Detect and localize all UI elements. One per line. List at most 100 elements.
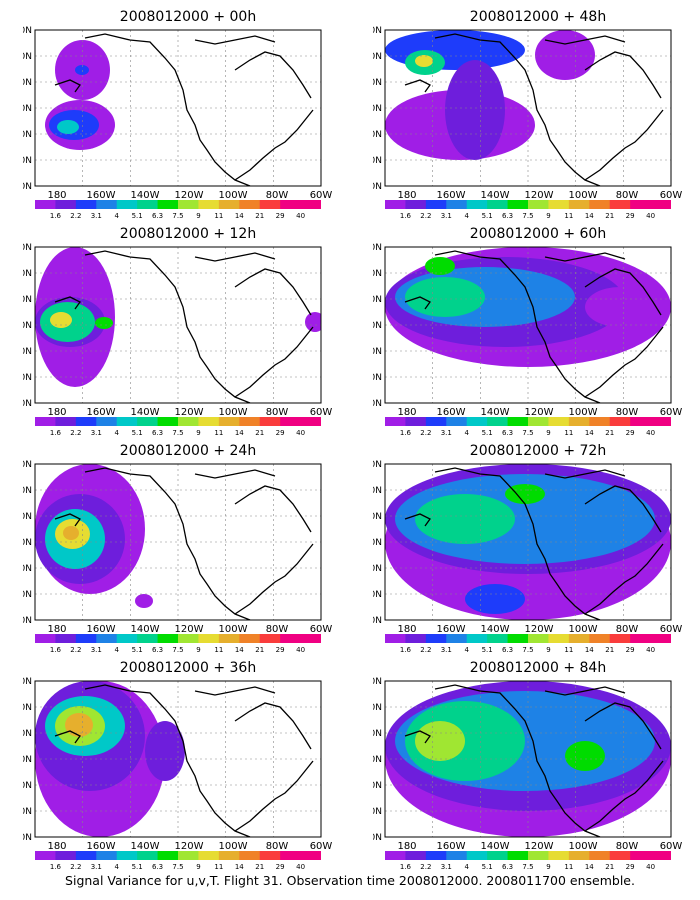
lon-tick-label: 140W — [131, 841, 160, 852]
colorbar-label: 7.5 — [522, 863, 533, 871]
field-contour — [415, 55, 433, 67]
colorbar-swatch — [568, 634, 590, 643]
lat-tick-label: 20N — [373, 156, 382, 166]
colorbar-swatch — [589, 634, 611, 643]
colorbar-label: 40 — [296, 863, 305, 871]
colorbar-swatch — [425, 417, 447, 426]
lon-tick-label: 100W — [219, 190, 248, 201]
colorbar: 1.6 2.2 3.1 4 5.1 6.3 7.5 9 11 14 21 29 40 — [385, 634, 671, 654]
lat-tick-label: 70N — [373, 243, 382, 253]
lat-tick-label: 40N — [23, 538, 32, 548]
lat-tick-label: 50N — [373, 78, 382, 88]
lon-tick-label: 140W — [481, 190, 510, 201]
colorbar-swatch — [259, 417, 281, 426]
colorbar-swatch — [178, 634, 199, 643]
lon-tick-label: 140W — [131, 407, 160, 418]
lon-tick-label: 160W — [437, 407, 466, 418]
colorbar-swatch — [116, 634, 138, 643]
colorbar-label: 4 — [464, 863, 469, 871]
colorbar-swatch — [178, 851, 199, 860]
colorbar-swatch — [35, 851, 56, 860]
lon-tick-label: 80W — [616, 624, 639, 635]
colorbar-swatch — [198, 417, 220, 426]
colorbar-label: 11 — [564, 212, 573, 220]
colorbar-label: 4 — [114, 646, 119, 654]
colorbar-label: 40 — [646, 646, 655, 654]
field-contour — [415, 494, 515, 544]
colorbar-swatch — [568, 417, 590, 426]
colorbar-swatch — [568, 200, 590, 209]
colorbar-swatch — [507, 200, 529, 209]
lat-tick-label: 60N — [373, 52, 382, 62]
colorbar-label: 2.2 — [70, 429, 81, 437]
colorbar-label: 3.1 — [91, 429, 102, 437]
colorbar-label: 21 — [255, 863, 264, 871]
colorbar-label: 1.6 — [400, 863, 412, 871]
lon-tick-label: 140W — [131, 624, 160, 635]
colorbar-label: 14 — [235, 646, 244, 654]
colorbar-swatch — [528, 417, 549, 426]
map-plot: 70N 60N 50N 40N 30N 20N 10N 180 160W 140W 120W 100W… — [23, 460, 332, 654]
colorbar: 1.6 2.2 3.1 4 5.1 6.3 7.5 9 11 14 21 29 40 — [385, 417, 671, 437]
lon-tick-label: 120W — [525, 407, 554, 418]
colorbar-swatch — [218, 634, 240, 643]
colorbar-swatch — [55, 634, 77, 643]
colorbar-swatch — [157, 851, 179, 860]
colorbar-swatch — [300, 200, 321, 209]
colorbar-swatch — [137, 851, 159, 860]
map-panel: 2008012000 + 36h 70N 60N 50N 40N 30N 20N 10N 180… — [23, 659, 353, 875]
map-frame — [384, 680, 672, 838]
panel-title: 2008012000 + 12h — [119, 226, 257, 242]
colorbar-label: 14 — [585, 646, 594, 654]
lat-tick-label: 20N — [23, 807, 32, 817]
colorbar-swatch — [218, 200, 240, 209]
colorbar-swatch — [528, 851, 549, 860]
map-frame — [384, 246, 672, 404]
colorbar-swatch — [466, 851, 488, 860]
lat-tick-label: 10N — [373, 182, 382, 192]
colorbar-label: 4 — [114, 212, 119, 220]
map-frame — [384, 463, 672, 621]
lon-tick-label: 180 — [397, 624, 416, 635]
colorbar-swatch — [259, 851, 281, 860]
coastline — [404, 250, 664, 403]
lat-tick-label: 60N — [23, 703, 32, 713]
panel-title: 2008012000 + 72h — [469, 443, 607, 459]
colorbar-swatch — [198, 851, 220, 860]
lon-tick-label: 80W — [616, 841, 639, 852]
colorbar-swatch — [589, 417, 611, 426]
colorbar-swatch — [259, 634, 281, 643]
colorbar-swatch — [385, 417, 406, 426]
colorbar-swatch — [178, 417, 199, 426]
colorbar-label: 9 — [546, 863, 550, 871]
lon-tick-label: 140W — [481, 624, 510, 635]
colorbar-swatch — [75, 851, 97, 860]
colorbar-swatch — [157, 417, 179, 426]
colorbar-label: 14 — [235, 212, 244, 220]
lat-tick-label: 10N — [373, 399, 382, 409]
colorbar-swatch — [280, 851, 302, 860]
colorbar-swatch — [116, 851, 138, 860]
colorbar-swatch — [487, 417, 509, 426]
colorbar: 1.6 2.2 3.1 4 5.1 6.3 7.5 9 11 14 21 29 40 — [385, 200, 671, 220]
coastline — [404, 33, 664, 186]
colorbar-label: 6.3 — [502, 429, 513, 437]
colorbar-label: 14 — [235, 429, 244, 437]
colorbar-swatch — [528, 634, 549, 643]
colorbar-label: 9 — [196, 212, 200, 220]
colorbar-swatch — [75, 634, 97, 643]
map-panel: 2008012000 + 48h 70N 60N 50N 40N 30N 20N 10N 180… — [373, 8, 700, 224]
map-frame — [384, 29, 672, 187]
colorbar-label: 2.2 — [70, 212, 81, 220]
colorbar-label: 5.1 — [482, 212, 493, 220]
map-plot: 70N 60N 50N 40N 30N 20N 10N 180 160W 140W 120W 100W… — [23, 26, 332, 220]
colorbar-label: 5.1 — [132, 646, 143, 654]
colorbar-label: 1.6 — [50, 863, 62, 871]
colorbar-swatch — [239, 417, 261, 426]
colorbar-label: 29 — [626, 646, 635, 654]
lat-tick-label: 50N — [23, 295, 32, 305]
lat-tick-label: 70N — [23, 677, 32, 687]
lat-tick-label: 70N — [373, 460, 382, 470]
lat-tick-label: 40N — [373, 321, 382, 331]
map-plot: 70N 60N 50N 40N 30N 20N 10N 180 160W 140W 120W 100W… — [23, 243, 332, 437]
